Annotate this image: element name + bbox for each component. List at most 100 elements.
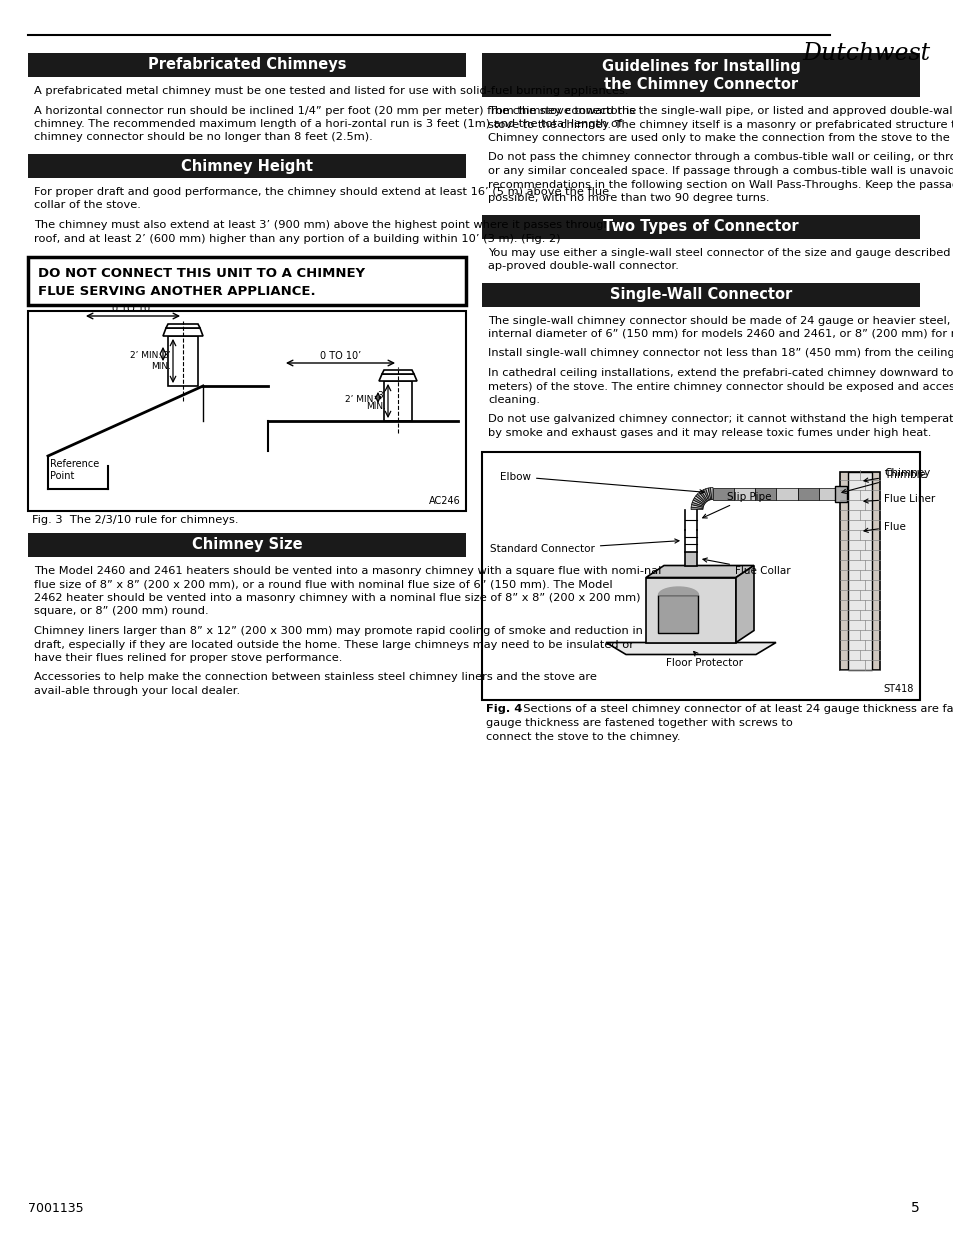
- Text: Chimney Size: Chimney Size: [192, 537, 302, 552]
- Text: have their flues relined for proper stove performance.: have their flues relined for proper stov…: [34, 653, 342, 663]
- Text: meters) of the stove. The entire chimney connector should be exposed and accessi: meters) of the stove. The entire chimney…: [488, 382, 953, 391]
- Bar: [481, 215, 919, 238]
- Text: avail-able through your local dealer.: avail-able through your local dealer.: [34, 685, 240, 697]
- Text: Chimney Height: Chimney Height: [181, 158, 313, 173]
- Polygon shape: [697, 493, 706, 503]
- Text: Standard Connector: Standard Connector: [490, 538, 679, 555]
- Text: chimney. The recommended maximum length of a hori-zontal run is 3 feet (1m) and : chimney. The recommended maximum length …: [34, 119, 621, 128]
- Text: Slip Pipe: Slip Pipe: [702, 492, 771, 517]
- Text: Guidelines for Installing: Guidelines for Installing: [601, 59, 800, 74]
- Bar: [645, 578, 735, 642]
- Text: Accessories to help make the connection between stainless steel chimney liners a: Accessories to help make the connection …: [34, 673, 597, 683]
- Text: Chimney connectors are used only to make the connection from the stove to the ch: Chimney connectors are used only to make…: [488, 133, 953, 143]
- Polygon shape: [699, 490, 707, 501]
- Text: 2’ MIN.: 2’ MIN.: [130, 352, 161, 361]
- Text: ap-proved double-wall connector.: ap-proved double-wall connector.: [488, 261, 679, 270]
- Text: connect the stove to the chimney.: connect the stove to the chimney.: [485, 731, 679, 741]
- Text: FLUE SERVING ANOTHER APPLIANCE.: FLUE SERVING ANOTHER APPLIANCE.: [38, 285, 315, 298]
- Bar: [481, 452, 919, 699]
- Polygon shape: [605, 642, 775, 655]
- Bar: [28, 311, 465, 511]
- Text: ST418: ST418: [882, 683, 913, 694]
- Text: draft, especially if they are located outside the home. These large chimneys may: draft, especially if they are located ou…: [34, 640, 634, 650]
- Text: Chimney: Chimney: [863, 468, 929, 482]
- Polygon shape: [710, 488, 712, 500]
- Text: 2462 heater should be vented into a masonry chimney with a nominal flue size of : 2462 heater should be vented into a maso…: [34, 593, 639, 603]
- Bar: [658, 594, 698, 632]
- Text: Flue: Flue: [863, 521, 905, 532]
- Text: Floor Protector: Floor Protector: [665, 652, 742, 668]
- Text: collar of the stove.: collar of the stove.: [34, 200, 141, 210]
- Text: The chimney connector is the single-wall pipe, or listed and approved double-wal: The chimney connector is the single-wall…: [488, 106, 953, 116]
- Text: 0 TO 10’: 0 TO 10’: [112, 304, 153, 314]
- Text: Fig. 4: Fig. 4: [485, 704, 521, 715]
- Text: AC246: AC246: [429, 496, 460, 506]
- Polygon shape: [690, 505, 702, 509]
- Text: chimney connector should be no longer than 8 feet (2.5m).: chimney connector should be no longer th…: [34, 132, 373, 142]
- Polygon shape: [378, 374, 416, 382]
- Text: Install single-wall chimney connector not less than 18” (450 mm) from the ceilin: Install single-wall chimney connector no…: [488, 348, 953, 358]
- Polygon shape: [645, 566, 753, 578]
- Bar: [168, 336, 198, 387]
- Text: 0 TO 10’: 0 TO 10’: [319, 351, 361, 361]
- Bar: [834, 485, 846, 501]
- Text: Thimble: Thimble: [841, 471, 925, 494]
- Text: The chimney must also extend at least 3’ (900 mm) above the highest point where : The chimney must also extend at least 3’…: [34, 220, 620, 230]
- Polygon shape: [694, 495, 704, 504]
- Bar: [755, 488, 776, 499]
- Polygon shape: [700, 490, 708, 501]
- Text: A prefabricated metal chimney must be one tested and listed for use with solid-f: A prefabricated metal chimney must be on…: [34, 86, 628, 96]
- Bar: [776, 488, 797, 499]
- Polygon shape: [163, 329, 203, 336]
- Bar: [28, 257, 465, 305]
- Text: 2’ MIN.: 2’ MIN.: [344, 394, 375, 404]
- Bar: [481, 53, 919, 98]
- Text: the Chimney Connector: the Chimney Connector: [603, 77, 798, 93]
- Bar: [797, 488, 818, 499]
- Bar: [847, 472, 871, 669]
- Bar: [481, 283, 919, 306]
- Text: or any similar concealed space. If passage through a combus-tible wall is unavoi: or any similar concealed space. If passa…: [488, 165, 953, 177]
- Text: flue size of 8” x 8” (200 x 200 mm), or a round flue with nominal flue size of 6: flue size of 8” x 8” (200 x 200 mm), or …: [34, 579, 612, 589]
- Polygon shape: [702, 489, 709, 500]
- Text: Fig. 3  The 2/3/10 rule for chimneys.: Fig. 3 The 2/3/10 rule for chimneys.: [32, 515, 238, 525]
- Text: gauge thickness are fastened together with screws to: gauge thickness are fastened together wi…: [485, 718, 792, 727]
- Text: Single-Wall Connector: Single-Wall Connector: [609, 287, 791, 303]
- Text: internal diameter of 6” (150 mm) for models 2460 and 2461, or 8” (200 mm) for mo: internal diameter of 6” (150 mm) for mod…: [488, 329, 953, 338]
- Text: Flue Liner: Flue Liner: [863, 494, 934, 504]
- Polygon shape: [735, 566, 753, 642]
- Text: Reference
Point: Reference Point: [50, 459, 99, 480]
- Text: 3’
MIN.: 3’ MIN.: [151, 351, 171, 370]
- Bar: [734, 488, 755, 499]
- Text: Prefabricated Chimneys: Prefabricated Chimneys: [148, 58, 346, 73]
- Bar: [712, 488, 734, 499]
- Text: Elbow: Elbow: [499, 472, 703, 494]
- Text: Dutchwest: Dutchwest: [801, 42, 929, 65]
- Bar: [28, 53, 465, 77]
- Text: 3’
MIN.: 3’ MIN.: [366, 391, 386, 411]
- Text: DO NOT CONNECT THIS UNIT TO A CHIMNEY: DO NOT CONNECT THIS UNIT TO A CHIMNEY: [38, 267, 365, 280]
- Polygon shape: [690, 508, 702, 510]
- Text: The single-wall chimney connector should be made of 24 gauge or heavier steel, a: The single-wall chimney connector should…: [488, 315, 953, 326]
- Text: For proper draft and good performance, the chimney should extend at least 16’ (5: For proper draft and good performance, t…: [34, 186, 608, 198]
- Text: You may use either a single-wall steel connector of the size and gauge described: You may use either a single-wall steel c…: [488, 247, 953, 258]
- Text: Do not pass the chimney connector through a combus-tible wall or ceiling, or thr: Do not pass the chimney connector throug…: [488, 152, 953, 163]
- Text: 7001135: 7001135: [28, 1202, 84, 1215]
- Text: Flue Collar: Flue Collar: [702, 558, 790, 576]
- Text: square, or 8” (200 mm) round.: square, or 8” (200 mm) round.: [34, 606, 209, 616]
- Text: Sections of a steel chimney connector of at least 24 gauge thickness are fastene: Sections of a steel chimney connector of…: [516, 704, 953, 715]
- Text: In cathedral ceiling installations, extend the prefabri-cated chimney downward t: In cathedral ceiling installations, exte…: [488, 368, 953, 378]
- Text: Chimney liners larger than 8” x 12” (200 x 300 mm) may promote rapid cooling of : Chimney liners larger than 8” x 12” (200…: [34, 626, 642, 636]
- Bar: [684, 552, 697, 566]
- Bar: [384, 382, 412, 421]
- Polygon shape: [381, 370, 414, 374]
- Text: stove to the chimney. The chimney itself is a masonry or prefabricated structure: stove to the chimney. The chimney itself…: [488, 120, 953, 130]
- Polygon shape: [692, 500, 703, 506]
- Text: recommendations in the following section on Wall Pass-Throughs. Keep the passage: recommendations in the following section…: [488, 179, 953, 189]
- Text: possible, with no more than two 90 degree turns.: possible, with no more than two 90 degre…: [488, 193, 769, 203]
- Bar: [818, 488, 840, 499]
- Text: A horizontal connector run should be inclined 1/4” per foot (20 mm per meter) fr: A horizontal connector run should be inc…: [34, 105, 636, 116]
- Bar: [28, 534, 465, 557]
- Bar: [840, 472, 879, 669]
- Bar: [28, 154, 465, 178]
